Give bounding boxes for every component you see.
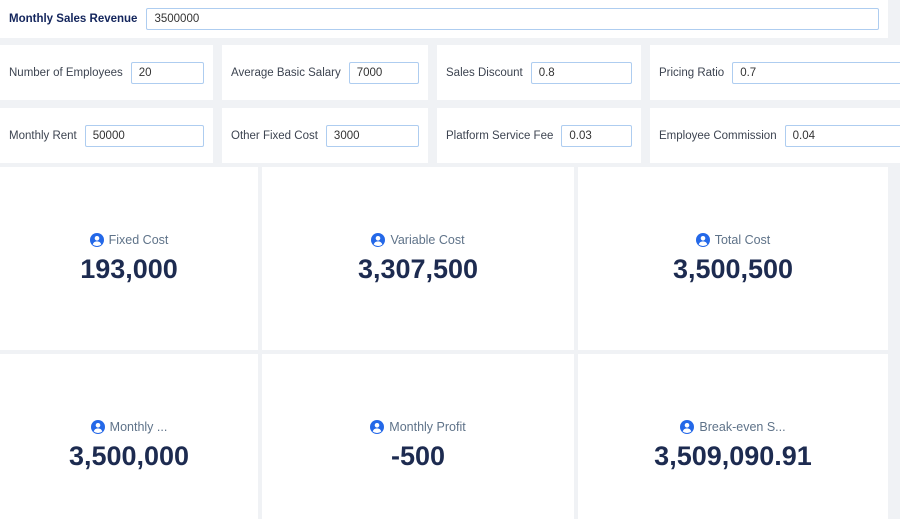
kpi-card-total-cost: Total Cost 3,500,500 (578, 167, 888, 350)
user-icon (90, 419, 105, 434)
revenue-input-panel: Monthly Sales Revenue (0, 0, 888, 38)
input-row-1: Number of Employees Average Basic Salary… (0, 45, 900, 100)
kpi-row-2: Monthly ... 3,500,000 Monthly Profit -50… (0, 354, 888, 519)
kpi-card-monthly-profit: Monthly Profit -500 (262, 354, 574, 519)
kpi-label: Monthly Profit (370, 419, 466, 434)
kpi-label: Break-even S... (680, 419, 786, 434)
field-label: Number of Employees (9, 66, 123, 79)
user-icon (89, 232, 104, 247)
kpi-value: -500 (390, 440, 446, 471)
kpi-label-text: Variable Cost (390, 232, 465, 247)
kpi-value: 3,307,500 (357, 253, 479, 284)
platform-service-fee-input[interactable] (561, 124, 632, 147)
input-panel-number-of-employees: Number of Employees (0, 45, 213, 100)
input-panel-platform-service-fee: Platform Service Fee (437, 108, 641, 163)
sales-discount-input[interactable] (530, 61, 632, 84)
other-fixed-cost-input[interactable] (325, 124, 419, 147)
field-label: Monthly Rent (9, 129, 77, 142)
kpi-row-1: Fixed Cost 193,000 Variable Cost 3,307,5… (0, 167, 888, 350)
kpi-label-text: Break-even S... (699, 419, 786, 434)
kpi-value: 3,500,500 (672, 253, 794, 284)
user-icon (680, 419, 695, 434)
monthly-sales-revenue-input[interactable] (146, 8, 879, 30)
kpi-card-break-even: Break-even S... 3,509,090.91 (578, 354, 888, 519)
field-label: Sales Discount (446, 66, 523, 79)
employee-commission-input[interactable] (784, 124, 900, 147)
kpi-card-variable-cost: Variable Cost 3,307,500 (262, 167, 574, 350)
kpi-label-text: Monthly Profit (389, 419, 466, 434)
input-panel-monthly-rent: Monthly Rent (0, 108, 213, 163)
kpi-label-text: Fixed Cost (108, 232, 169, 247)
input-panel-pricing-ratio: Pricing Ratio (650, 45, 900, 100)
kpi-value: 3,500,000 (68, 440, 190, 471)
number-of-employees-input[interactable] (130, 61, 204, 84)
user-icon (370, 419, 385, 434)
kpi-value: 3,509,090.91 (654, 440, 812, 471)
kpi-card-fixed-cost: Fixed Cost 193,000 (0, 167, 258, 350)
pricing-ratio-input[interactable] (732, 61, 900, 84)
kpi-label: Fixed Cost (89, 232, 169, 247)
field-label: Other Fixed Cost (231, 129, 318, 142)
input-panel-sales-discount: Sales Discount (437, 45, 641, 100)
kpi-label: Total Cost (695, 232, 771, 247)
kpi-label: Monthly ... (90, 419, 168, 434)
kpi-label-text: Total Cost (714, 232, 771, 247)
user-icon (695, 232, 710, 247)
kpi-label: Variable Cost (371, 232, 465, 247)
monthly-rent-input[interactable] (84, 124, 204, 147)
kpi-value: 193,000 (80, 253, 178, 284)
input-panel-other-fixed-cost: Other Fixed Cost (222, 108, 428, 163)
kpi-label-text: Monthly ... (109, 419, 168, 434)
field-label: Employee Commission (659, 129, 777, 142)
field-label: Average Basic Salary (231, 66, 341, 79)
input-panel-employee-commission: Employee Commission (650, 108, 900, 163)
field-label: Platform Service Fee (446, 129, 554, 142)
user-icon (371, 232, 386, 247)
input-row-2: Monthly Rent Other Fixed Cost Platform S… (0, 108, 900, 163)
kpi-card-monthly: Monthly ... 3,500,000 (0, 354, 258, 519)
field-label: Pricing Ratio (659, 66, 725, 79)
revenue-label: Monthly Sales Revenue (9, 13, 138, 25)
average-basic-salary-input[interactable] (348, 61, 419, 84)
input-panel-average-basic-salary: Average Basic Salary (222, 45, 428, 100)
